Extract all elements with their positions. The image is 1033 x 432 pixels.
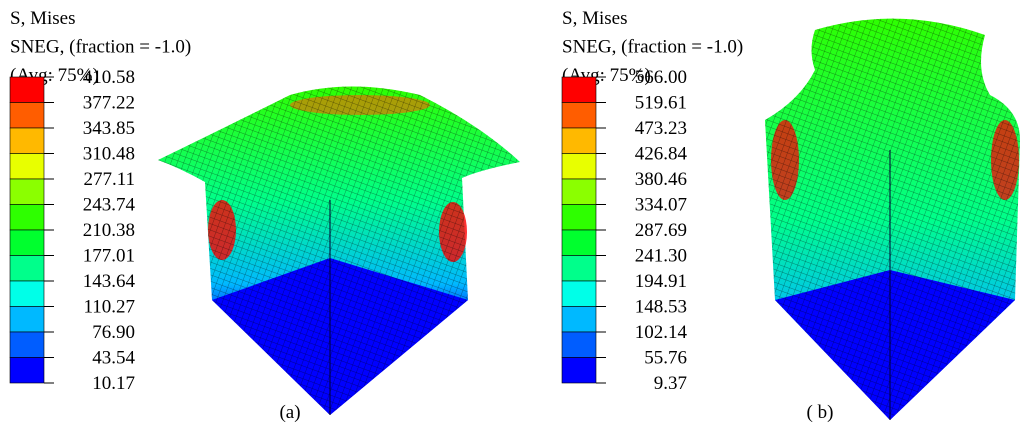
legend-swatch bbox=[562, 307, 596, 333]
legend-swatch bbox=[10, 128, 44, 154]
caption: (a) bbox=[279, 402, 300, 423]
legend-label: 10.17 bbox=[92, 373, 135, 394]
legend-swatch bbox=[10, 77, 44, 103]
mesh bbox=[158, 87, 520, 416]
legend-swatch bbox=[10, 179, 44, 205]
legend-label: 243.74 bbox=[83, 195, 136, 216]
legend-swatch bbox=[10, 103, 44, 129]
legend-label: 110.27 bbox=[83, 297, 135, 318]
legend-swatch bbox=[562, 230, 596, 256]
legend-label: 334.07 bbox=[635, 195, 687, 216]
legend-swatch bbox=[562, 358, 596, 384]
legend-label: 148.53 bbox=[635, 297, 687, 318]
legend-label: 210.38 bbox=[83, 220, 135, 241]
legend-label: 380.46 bbox=[635, 169, 687, 190]
legend-label: 76.90 bbox=[92, 322, 135, 343]
legend-swatch bbox=[562, 103, 596, 129]
legend-title: SNEG, (fraction = -1.0) bbox=[10, 37, 191, 58]
legend-title: S, Mises bbox=[10, 8, 75, 29]
legend-label: 241.30 bbox=[635, 246, 687, 267]
legend-swatch bbox=[562, 205, 596, 231]
legend-label: 194.91 bbox=[635, 271, 687, 292]
legend-label: 473.23 bbox=[635, 118, 687, 139]
legend-swatch bbox=[10, 256, 44, 282]
legend-swatch bbox=[562, 281, 596, 307]
legend-title: SNEG, (fraction = -1.0) bbox=[562, 37, 743, 58]
legend-label: 377.22 bbox=[83, 93, 135, 114]
legend-label: 426.84 bbox=[635, 144, 688, 165]
legend-label: 410.58 bbox=[83, 67, 135, 88]
legend-swatch bbox=[10, 358, 44, 384]
legend-label: 277.11 bbox=[83, 169, 135, 190]
model-a bbox=[158, 87, 520, 416]
legend-swatch bbox=[10, 332, 44, 358]
legend-swatch bbox=[562, 128, 596, 154]
legend-swatch bbox=[562, 332, 596, 358]
legend-label: 102.14 bbox=[635, 322, 688, 343]
legend-label: 177.01 bbox=[83, 246, 135, 267]
legend-swatch bbox=[562, 77, 596, 103]
legend-swatch bbox=[10, 154, 44, 180]
model-b bbox=[765, 19, 1020, 420]
legend-label: 343.85 bbox=[83, 118, 135, 139]
mesh bbox=[765, 19, 1020, 420]
legend-swatch bbox=[10, 281, 44, 307]
legend-label: 519.61 bbox=[635, 93, 687, 114]
figure: S, MisesSNEG, (fraction = -1.0)(Avg: 75%… bbox=[0, 0, 1033, 432]
legend-label: 287.69 bbox=[635, 220, 687, 241]
legend-label: 566.00 bbox=[635, 67, 687, 88]
legend-label: 310.48 bbox=[83, 144, 135, 165]
legend-title: S, Mises bbox=[562, 8, 627, 29]
legend-swatch bbox=[10, 230, 44, 256]
legend-label: 43.54 bbox=[92, 348, 135, 369]
legend-swatch bbox=[562, 179, 596, 205]
legend-swatch bbox=[562, 154, 596, 180]
caption: ( b) bbox=[807, 402, 834, 423]
legend-label: 9.37 bbox=[654, 373, 687, 394]
legend-label: 143.64 bbox=[83, 271, 136, 292]
legend-swatch bbox=[10, 205, 44, 231]
legend-label: 55.76 bbox=[644, 348, 687, 369]
legend-swatch bbox=[562, 256, 596, 282]
legend-swatch bbox=[10, 307, 44, 333]
